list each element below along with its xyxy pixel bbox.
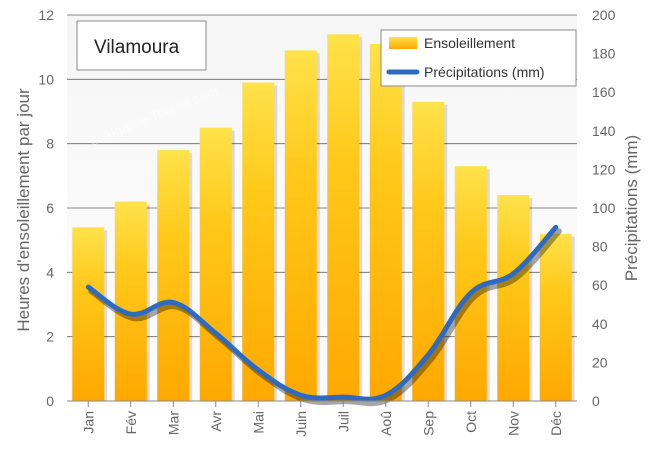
x-tick-label: Avr bbox=[208, 411, 224, 432]
x-tick-label: Sep bbox=[420, 411, 436, 436]
x-tick-label: Mai bbox=[250, 411, 266, 434]
bar bbox=[497, 195, 530, 401]
y-tick-label-right: 0 bbox=[592, 393, 600, 409]
legend-label-precipitation: Précipitations (mm) bbox=[424, 64, 545, 80]
chart-title-box: Vilamoura bbox=[76, 20, 207, 71]
y-tick-label-right: 60 bbox=[592, 277, 608, 293]
left-axis-ticks: 0 2 4 6 8 10 12 bbox=[38, 7, 54, 409]
y-tick-label: 2 bbox=[46, 329, 54, 345]
precipitation-line bbox=[85, 224, 559, 402]
y-axis-title: Heures d'ensoleillement par jour bbox=[14, 88, 33, 332]
y-tick-label-right: 160 bbox=[592, 84, 616, 100]
x-tick-label: Mar bbox=[165, 411, 181, 435]
y-tick-label: 12 bbox=[38, 7, 54, 23]
grid-lines bbox=[67, 14, 577, 338]
bar bbox=[157, 150, 190, 401]
legend: Ensoleillement Précipitations (mm) bbox=[380, 29, 577, 87]
sunshine-bars bbox=[72, 34, 575, 402]
bar bbox=[327, 34, 360, 402]
x-tick-label: Juil bbox=[335, 411, 351, 432]
y-tick-label-right: 80 bbox=[592, 239, 608, 255]
y-axis-title-right: Précipitations (mm) bbox=[622, 135, 641, 281]
bar bbox=[72, 227, 105, 401]
bar bbox=[114, 201, 147, 401]
x-tick-label: Fév bbox=[123, 411, 139, 434]
precipitation-line-shadow bbox=[88, 228, 562, 407]
y-tick-label-right: 180 bbox=[592, 46, 616, 62]
x-tick-label: Oct bbox=[463, 411, 479, 433]
bar bbox=[242, 82, 275, 402]
y-tick-label-right: 40 bbox=[592, 316, 608, 332]
y-tick-label-right: 140 bbox=[592, 123, 616, 139]
x-tick-label: Déc bbox=[548, 411, 564, 436]
y-tick-label-right: 20 bbox=[592, 354, 608, 370]
bar bbox=[284, 50, 317, 402]
x-tick-label: Jan bbox=[80, 411, 96, 434]
y-tick-label-right: 200 bbox=[592, 7, 616, 23]
precipitation-line-layer bbox=[85, 224, 562, 407]
x-tick-label: Aoû bbox=[378, 411, 394, 436]
bar bbox=[369, 43, 402, 401]
y-tick-label-right: 120 bbox=[592, 161, 616, 177]
y-tick-label: 10 bbox=[38, 71, 54, 87]
y-tick-label: 0 bbox=[46, 393, 54, 409]
right-axis-ticks: 0 20 40 60 80 100 120 140 160 180 200 bbox=[592, 7, 616, 409]
y-tick-label: 8 bbox=[46, 136, 54, 152]
x-axis-ticks: Jan Fév Mar Avr Mai Juin Juil Aoû Sep Oct Nov Déc bbox=[80, 401, 564, 437]
bar bbox=[539, 233, 572, 401]
bar bbox=[199, 127, 232, 401]
legend-swatch-sunshine bbox=[389, 37, 417, 49]
y-tick-label-right: 100 bbox=[592, 200, 616, 216]
y-tick-label: 6 bbox=[46, 200, 54, 216]
x-tick-label: Juin bbox=[293, 411, 309, 437]
y-tick-label: 4 bbox=[46, 264, 54, 280]
legend-label-sunshine: Ensoleillement bbox=[424, 35, 515, 51]
chart-title: Vilamoura bbox=[94, 37, 180, 58]
x-tick-label: Nov bbox=[505, 411, 521, 436]
